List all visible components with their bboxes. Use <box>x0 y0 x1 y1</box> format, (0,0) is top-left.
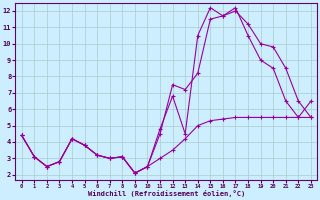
X-axis label: Windchill (Refroidissement éolien,°C): Windchill (Refroidissement éolien,°C) <box>88 190 245 197</box>
